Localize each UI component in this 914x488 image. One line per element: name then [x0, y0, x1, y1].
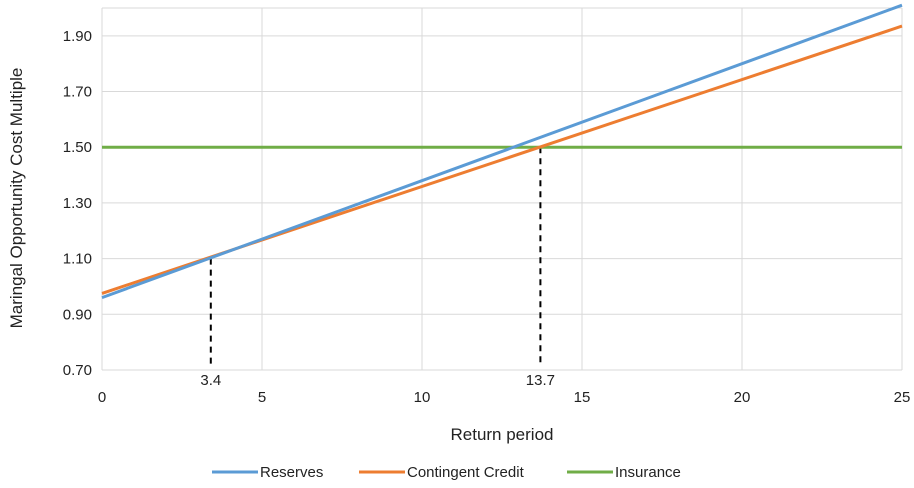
annotations [209, 147, 542, 364]
y-tick-label: 0.70 [63, 362, 92, 379]
legend: Reserves Contingent Credit Insurance [212, 464, 681, 481]
y-tick-label: 0.90 [63, 306, 92, 323]
x-tick-label: 10 [414, 389, 431, 406]
legend-label: Reserves [260, 464, 323, 481]
legend-label: Contingent Credit [407, 464, 525, 481]
y-tick-label: 1.30 [63, 195, 92, 212]
y-tick-label: 1.50 [63, 139, 92, 156]
annotation-label: 13.7 [526, 372, 555, 389]
y-tick-label: 1.10 [63, 251, 92, 268]
grid [101, 7, 903, 371]
y-tick-label: 1.70 [63, 84, 92, 101]
x-tick-label: 20 [734, 389, 751, 406]
x-tick-label: 25 [894, 389, 911, 406]
x-axis-title: Return period [450, 425, 553, 444]
ticks: 0.70 0.90 1.10 1.30 1.50 1.70 1.90 0 5 10 15 20 25 3.… [63, 28, 911, 406]
x-tick-label: 0 [98, 389, 106, 406]
legend-label: Insurance [615, 464, 681, 481]
y-tick-label: 1.90 [63, 28, 92, 45]
series-line-reserves [101, 3, 903, 300]
x-tick-label: 5 [258, 389, 266, 406]
series [101, 3, 903, 300]
annotation-label: 3.4 [200, 372, 221, 389]
x-tick-label: 15 [574, 389, 591, 406]
y-axis-title: Maringal Opportunity Cost Multiple [7, 68, 26, 329]
